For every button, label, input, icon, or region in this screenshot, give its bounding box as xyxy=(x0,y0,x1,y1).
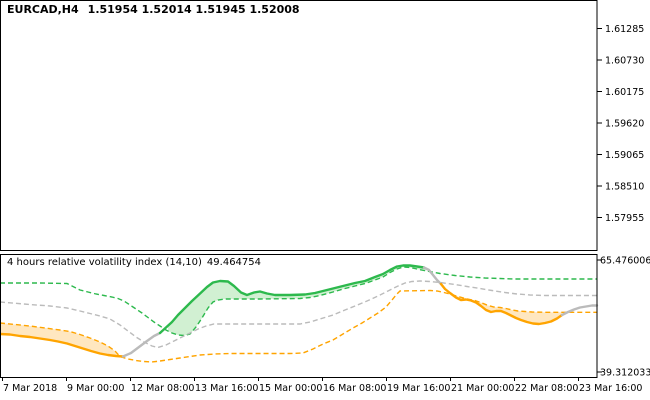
rvi-main-segment-neutral xyxy=(121,331,162,358)
indicator-name: 4 hours relative volatility index (14,10… xyxy=(7,257,202,268)
indicator-bands xyxy=(0,266,597,363)
price-chart-area[interactable] xyxy=(0,0,597,250)
time-axis-label: 9 Mar 00:00 xyxy=(67,383,124,394)
indicator-axis-label: 65.476006 xyxy=(600,256,650,267)
indicator-label: 4 hours relative volatility index (14,10… xyxy=(7,257,261,268)
indicator-value: 49.464754 xyxy=(206,257,261,268)
rvi-main-segment-neutral xyxy=(422,266,443,286)
indicator-area[interactable] xyxy=(0,254,597,377)
price-axis-label: 1.60730 xyxy=(605,56,644,67)
time-scale[interactable] xyxy=(0,378,650,400)
price-axis-label: 1.61285 xyxy=(605,24,644,35)
price-axis-label: 1.59620 xyxy=(605,119,644,130)
price-pane-border xyxy=(0,0,598,251)
rvi-band-upper xyxy=(0,266,597,337)
price-axis-label: 1.58510 xyxy=(605,182,644,193)
price-scale[interactable] xyxy=(597,0,650,378)
rvi-main-line xyxy=(0,264,599,358)
indicator-axis-label: 39.312033 xyxy=(600,368,650,379)
rvi-main-segment-rising xyxy=(158,264,426,335)
price-axis-label: 1.60175 xyxy=(605,87,644,98)
time-axis-label: 7 Mar 2018 xyxy=(3,383,57,394)
time-axis-label: 21 Mar 00:00 xyxy=(451,383,514,394)
time-axis-label: 19 Mar 16:00 xyxy=(387,383,450,394)
rvi-main-segment-neutral xyxy=(560,304,599,317)
ohlc-values: 1.51954 1.52014 1.51945 1.52008 xyxy=(87,3,300,16)
rvi-main-segment-falling xyxy=(439,282,564,326)
price-axis-label: 1.59065 xyxy=(605,150,644,161)
chart-title: EURCAD,H4 1.51954 1.52014 1.51945 1.52008 xyxy=(7,3,300,16)
price-axis-label: 1.57955 xyxy=(605,213,644,224)
time-axis-label: 23 Mar 16:00 xyxy=(579,383,642,394)
rvi-band-lower xyxy=(0,289,597,363)
time-axis-label: 12 Mar 08:00 xyxy=(131,383,194,394)
rvi-main-segment-falling xyxy=(0,332,125,358)
indicator-pane-border xyxy=(0,254,598,378)
symbol-period-label: EURCAD,H4 xyxy=(7,3,79,16)
indicator-fill xyxy=(168,265,426,336)
time-axis-label: 13 Mar 16:00 xyxy=(195,383,258,394)
indicator-fill xyxy=(0,323,123,358)
time-axis-label: 22 Mar 08:00 xyxy=(515,383,578,394)
rvi-band-middle xyxy=(0,280,597,349)
time-axis-label: 16 Mar 08:00 xyxy=(323,383,386,394)
time-axis-label: 15 Mar 00:00 xyxy=(259,383,322,394)
